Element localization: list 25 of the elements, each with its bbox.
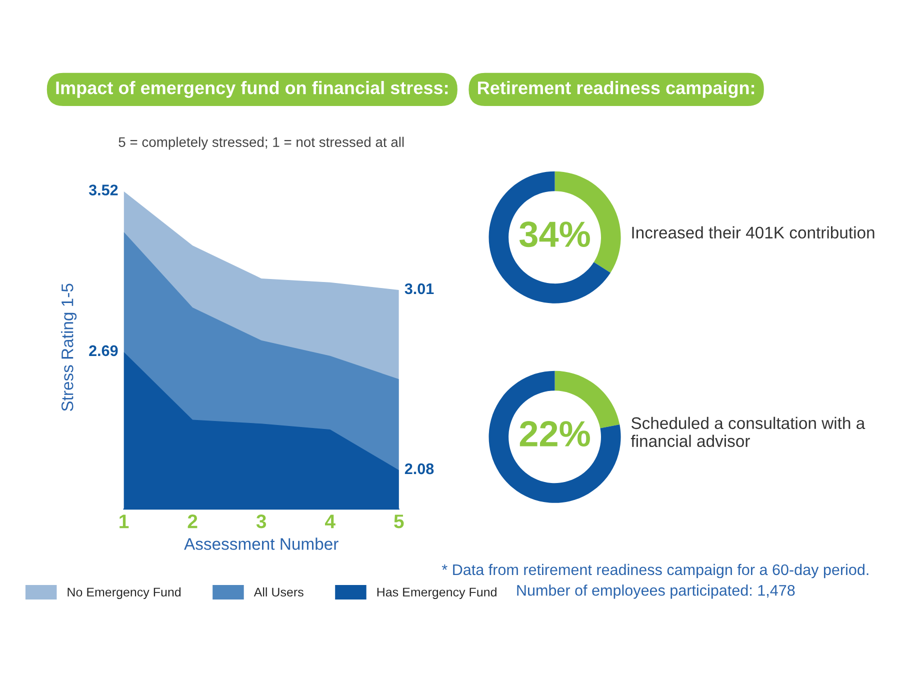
chart-title: Impact of emergency fund on financial stress: (56, 80, 448, 98)
text: Number of employees participated: 1,478 (517, 584, 795, 599)
x-tick-label: 1 (120, 514, 129, 528)
data-label: 3.01 (404, 283, 434, 294)
data-label: 34% (519, 221, 590, 248)
donut-slice (488, 171, 611, 304)
data-label: 22% (520, 421, 590, 446)
text: * Data from retirement readiness campaign for a 60-day period. (442, 564, 868, 578)
x-axis-title: Assessment Number (184, 538, 338, 550)
legend-label: All Users (254, 587, 304, 597)
x-tick-label: 4 (325, 514, 336, 528)
slice-label: Scheduled a consultation with a financial advisor (630, 416, 866, 448)
slice-label: Increased their 401K contribution (632, 226, 874, 239)
chart-subtitle: 5 = completely stressed; 1 = not stressed at all (118, 136, 404, 150)
data-label: 2.69 (89, 345, 118, 356)
x-tick-label: 2 (188, 514, 198, 528)
donut-slice (488, 370, 621, 503)
chart-title: Retirement readiness campaign: (478, 80, 754, 98)
legend-label: No Emergency Fund (68, 587, 181, 600)
x-tick-label: 5 (394, 514, 404, 528)
y-axis-title: Stress Rating 1-5 (61, 284, 77, 412)
data-label: 2.08 (404, 463, 434, 474)
x-tick-label: 3 (256, 514, 266, 528)
legend-label: Has Emergency Fund (377, 587, 496, 600)
data-label: 3.52 (88, 184, 118, 196)
